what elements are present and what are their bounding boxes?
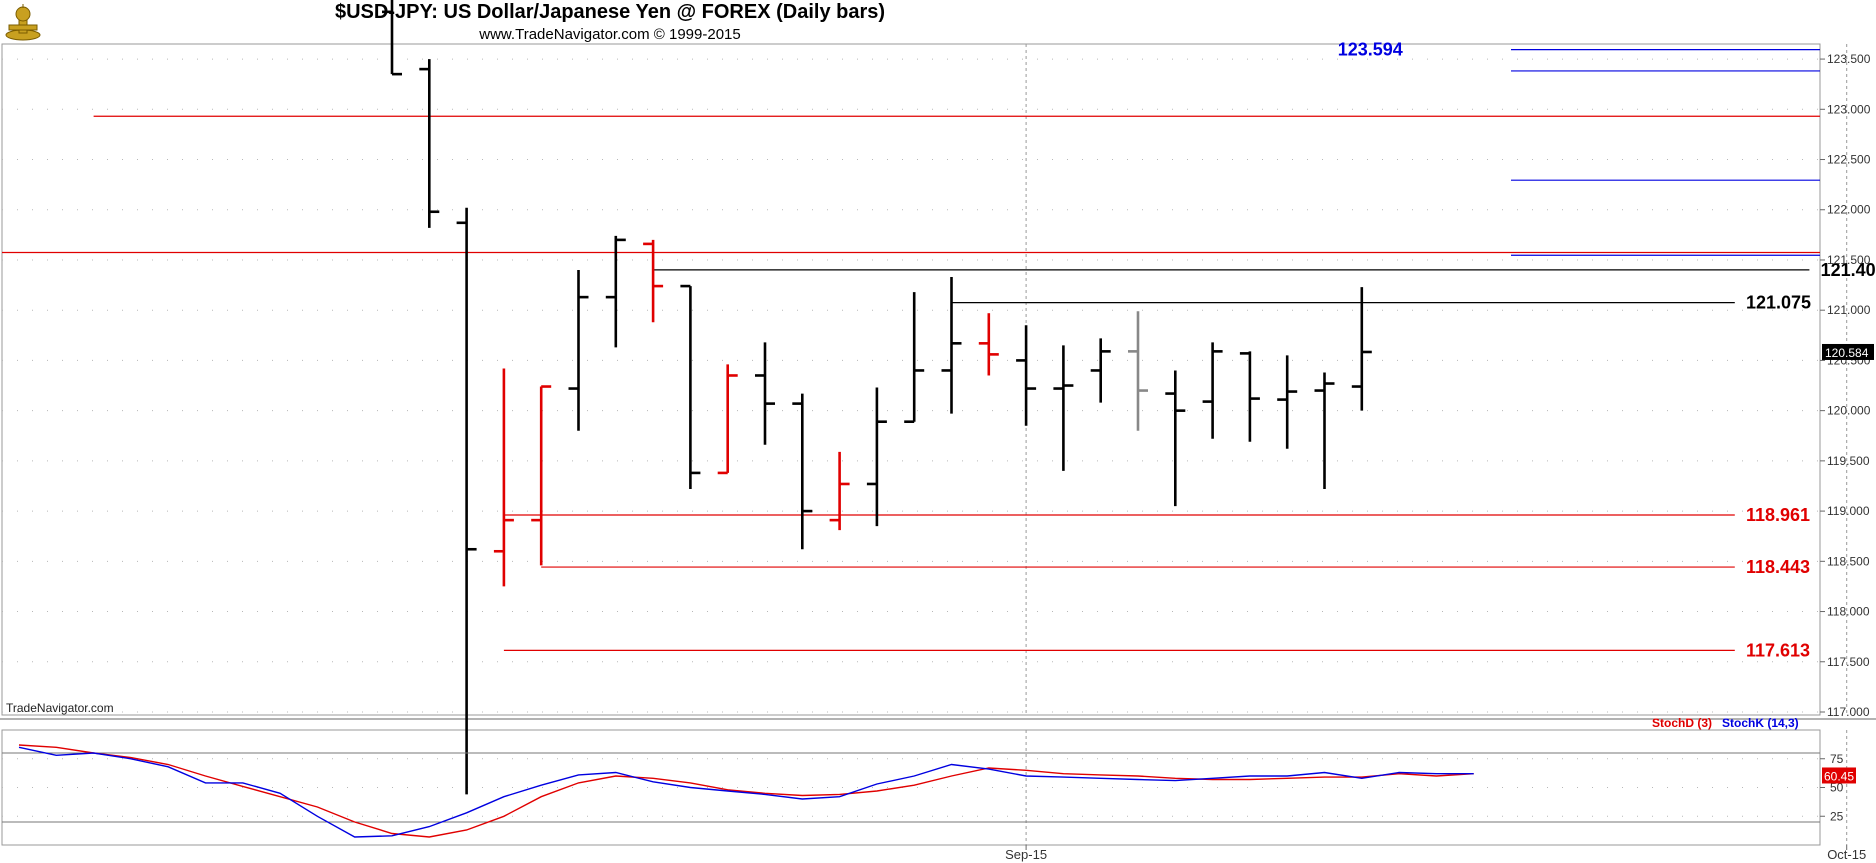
ohlc-bar xyxy=(1165,370,1186,507)
ohlc-bar xyxy=(493,368,514,587)
price-tick-label: 118.000 xyxy=(1827,605,1870,619)
chart-header: $USD-JPY: US Dollar/Japanese Yen @ FOREX… xyxy=(0,0,1876,46)
chart-axes: 117.000 117.500 118.000 118.500 119.000 119.5… xyxy=(1005,52,1874,862)
copyright-text: www.TradeNavigator.com © 1999-2015 xyxy=(479,26,741,43)
ohlc-bar xyxy=(792,393,813,550)
ohlc-bar xyxy=(1016,325,1037,426)
price-tick-label: 118.500 xyxy=(1827,554,1870,568)
level-label-121.075: 121.075 xyxy=(1746,293,1811,313)
ohlc-bar xyxy=(456,207,477,795)
stoch-value-badge xyxy=(1822,767,1856,784)
level-label-118.961: 118.961 xyxy=(1746,505,1810,525)
legend-stochk: StochK (14,3) xyxy=(1722,716,1799,730)
ohlc-bar xyxy=(419,59,440,228)
stoch-line-0 xyxy=(18,744,1474,838)
watermark: TradeNavigator.com xyxy=(6,701,114,715)
price-panel-border xyxy=(1,43,1821,716)
ohlc-bar xyxy=(755,342,775,445)
ohlc-bar xyxy=(643,239,664,323)
ohlc-bar xyxy=(1239,351,1260,442)
last-price-label: 120.584 xyxy=(1825,346,1869,360)
stochastic-panel: StochD (3) StochK (14,3) xyxy=(2,716,1820,838)
last-price-badge xyxy=(1822,343,1874,360)
price-tick-label: 117.500 xyxy=(1827,655,1870,669)
date-tick-label: Sep-15 xyxy=(1005,847,1047,862)
ohlc-bar xyxy=(382,0,402,76)
ohlc-bar xyxy=(829,451,850,531)
level-label-118.443: 118.443 xyxy=(1746,557,1810,577)
price-tick-label: 123.500 xyxy=(1827,52,1871,66)
legend-stochd: StochD (3) xyxy=(1652,716,1712,730)
ohlc-bar xyxy=(904,292,925,423)
ohlc-bar xyxy=(1128,311,1148,431)
stoch-line-1 xyxy=(18,746,1474,838)
ohlc-bar xyxy=(1314,372,1335,489)
price-levels: 123.594123.382122.931122.294121.574121.5… xyxy=(2,40,1876,660)
chart-grid xyxy=(2,44,1848,845)
chart-title: $USD-JPY: US Dollar/Japanese Yen @ FOREX… xyxy=(334,1,886,23)
level-label-117.613: 117.613 xyxy=(1746,640,1810,660)
ohlc-bar xyxy=(680,284,701,489)
ohlc-bar xyxy=(1202,342,1223,439)
ohlc-bar xyxy=(531,385,552,566)
ohlc-bar xyxy=(866,387,887,527)
ohlc-bar xyxy=(1053,345,1074,471)
price-tick-label: 121.000 xyxy=(1827,303,1871,317)
ohlc-bar xyxy=(978,313,999,376)
price-tick-label: 120.000 xyxy=(1827,404,1871,418)
ohlc-bar xyxy=(1351,287,1372,411)
chart-frame xyxy=(0,43,1876,846)
price-tick-label: 119.500 xyxy=(1827,454,1870,468)
price-tick-label: 117.000 xyxy=(1827,705,1870,719)
price-tick-label: 122.500 xyxy=(1827,153,1871,167)
price-tick-label: 123.000 xyxy=(1827,102,1871,116)
level-label-123.594: 123.594 xyxy=(1338,40,1403,60)
ohlc-bar xyxy=(568,270,589,431)
price-bars xyxy=(382,0,1372,795)
price-tick-label: 121.500 xyxy=(1827,253,1871,267)
trade-navigator-logo-icon xyxy=(5,4,41,41)
ohlc-bar xyxy=(941,277,962,414)
date-tick-label: Oct-15 xyxy=(1827,847,1866,862)
stoch-tick-label: 25 xyxy=(1830,809,1844,823)
ohlc-bar xyxy=(1277,355,1298,449)
stoch-tick-label: 50 xyxy=(1830,781,1844,795)
stoch-value-label: 60.45 xyxy=(1824,769,1854,783)
price-tick-label: 122.000 xyxy=(1827,203,1871,217)
stoch-tick-label: 75 xyxy=(1830,752,1844,766)
price-tick-label: 119.000 xyxy=(1827,504,1870,518)
ohlc-bar xyxy=(605,235,626,348)
ohlc-bar xyxy=(1090,338,1111,403)
level-label-121.401: 121.401 xyxy=(1821,260,1876,280)
ohlc-bar xyxy=(717,364,738,475)
